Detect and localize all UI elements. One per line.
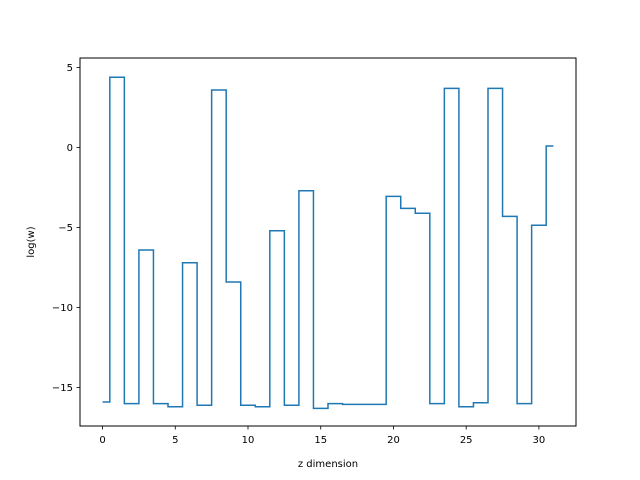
y-tick-label: 0 <box>67 143 73 154</box>
x-tick-label: 5 <box>172 435 178 446</box>
series-layer <box>102 76 554 410</box>
x-tick-label: 20 <box>387 435 400 446</box>
y-tick-label: 5 <box>67 63 73 74</box>
y-tick-label: −15 <box>52 383 73 394</box>
x-axis: 0 5 10 15 20 25 30 <box>99 426 545 446</box>
x-tick-label: 30 <box>533 435 546 446</box>
x-axis-label: z dimension <box>298 459 358 470</box>
plot-area <box>80 58 576 426</box>
y-axis: 5 0 −5 −10 −15 <box>52 63 80 394</box>
y-tick-label: −10 <box>52 303 73 314</box>
x-tick-label: 0 <box>99 435 105 446</box>
y-axis-label: log(w) <box>26 226 37 257</box>
x-tick-label: 25 <box>460 435 473 446</box>
x-tick-label: 10 <box>242 435 255 446</box>
series-line <box>102 76 554 410</box>
plot-frame <box>79 57 577 427</box>
x-tick-label: 15 <box>314 435 327 446</box>
y-tick-label: −5 <box>58 223 73 234</box>
